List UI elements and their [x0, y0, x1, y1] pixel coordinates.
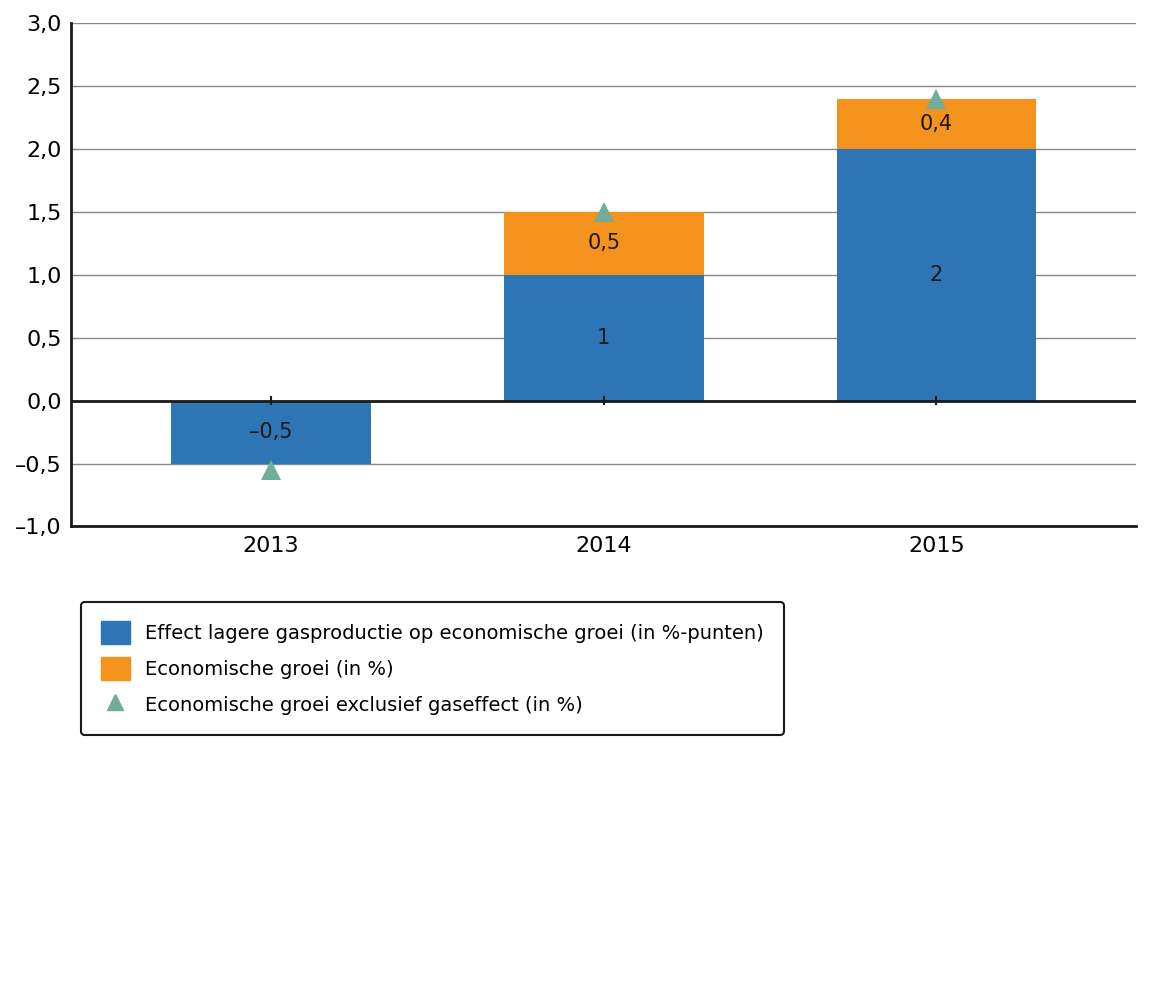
Bar [504, 211, 703, 275]
Text: 1: 1 [597, 327, 610, 347]
Legend: Effect lagere gasproductie op economische groei (in %-punten), Economische groei: Effect lagere gasproductie op economisch… [82, 601, 784, 735]
Bar [837, 149, 1036, 401]
Bar [837, 99, 1036, 149]
Bar [171, 401, 371, 463]
Bar [504, 275, 703, 401]
Text: 0,4: 0,4 [920, 114, 953, 134]
Text: 0,5: 0,5 [587, 234, 620, 253]
Text: –0,5: –0,5 [250, 422, 292, 442]
Text: 2: 2 [930, 265, 943, 285]
